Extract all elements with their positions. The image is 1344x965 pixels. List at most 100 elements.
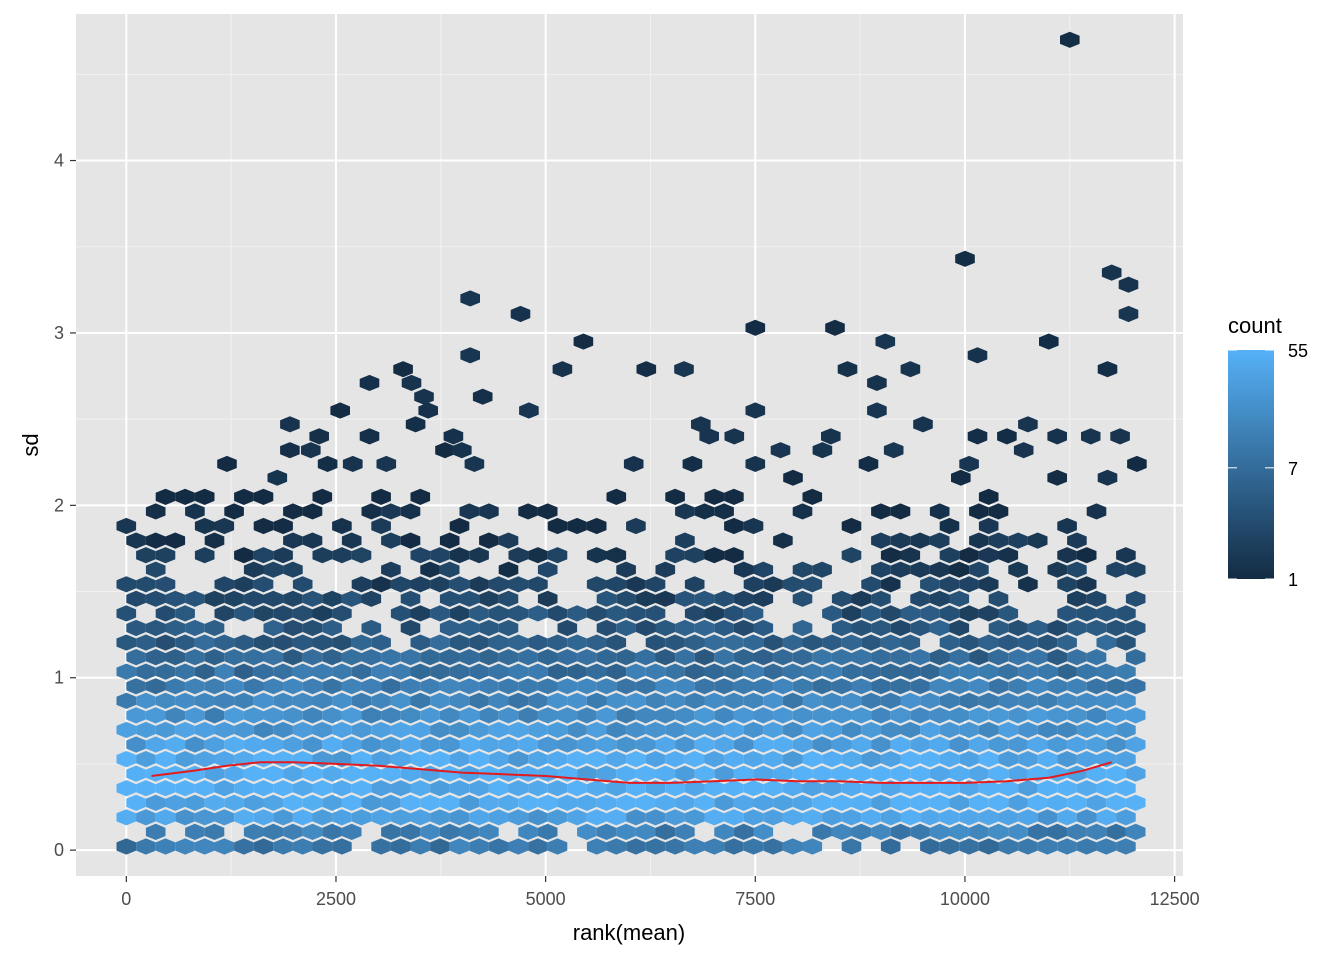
hex-bin [753,561,774,578]
hex-bin [929,765,950,782]
hex-bin [1116,547,1136,564]
hex-bin [1027,823,1048,840]
hex-bin [214,517,235,535]
hex-bin [880,547,901,564]
hex-bin [900,634,921,651]
hex-bin [263,590,284,607]
hex-bin [675,503,695,520]
hex-bin [155,780,176,797]
hex-bin [753,678,774,695]
hex-bin [910,590,930,607]
hex-bin [390,663,411,680]
hex-bin [234,721,254,738]
hex-bin [204,823,225,840]
hex-bin [243,707,264,724]
hex-bin [812,649,832,666]
hex-bin [1057,634,1077,651]
hex-bin [825,319,845,336]
hex-bin [253,576,274,593]
hex-bin [645,605,666,622]
hex-bin [665,634,685,651]
hex-bin [763,663,783,680]
hex-bin [1125,561,1146,578]
hex-bin [694,678,715,695]
hex-bin [567,721,587,738]
hex-bin [724,517,744,535]
hex-bin [684,576,705,593]
hex-bin [851,649,872,666]
hex-bin [694,590,715,607]
hex-bin [635,649,656,666]
hex-bin [518,503,538,520]
hex-bin [998,605,1019,622]
hex-bin [665,692,685,709]
hex-bin [302,649,323,666]
hex-bin [635,794,656,811]
hex-bin [400,707,421,724]
hex-bin [116,809,137,826]
hex-bin [420,794,440,811]
hex-bin [351,692,372,709]
hex-bin [812,678,832,695]
hex-bin [371,488,391,505]
hex-bin [596,649,617,666]
hex-bin [1018,838,1038,855]
hex-bin [469,663,489,680]
hex-bin [537,823,558,840]
hex-bin [452,442,472,459]
hex-bin [812,561,832,578]
y-tick-label: 4 [54,151,64,171]
hex-bin [949,590,970,607]
hex-bin [910,619,930,637]
hex-bin [626,838,646,855]
hex-bin [831,794,852,811]
y-tick-label: 3 [54,323,64,343]
hex-bin [1057,721,1077,738]
hex-bin [875,333,896,350]
hex-bin [361,765,382,782]
hex-bin [635,823,656,840]
hex-bin [430,663,450,680]
hex-bin [635,678,656,695]
hex-bin [929,823,950,840]
hex-bin [655,794,676,811]
hex-bin [194,488,215,505]
hex-bin [1106,736,1126,753]
hex-bin [596,765,617,782]
hex-bin [910,823,930,840]
hex-bin [714,823,734,840]
hex-bin [753,590,774,607]
hex-bin [596,590,617,607]
hex-bin [577,707,597,724]
hex-bin [900,692,921,709]
hex-bin [606,547,627,564]
x-tick-label: 0 [121,889,131,909]
hex-bin [988,823,1009,840]
hex-bin [1096,809,1117,826]
hex-bin [217,455,237,472]
hex-bin [418,402,438,419]
hex-bin [900,809,921,826]
hex-bin [322,678,342,695]
hex-bin [1027,649,1048,666]
hex-bin [871,765,891,782]
x-tick-label: 10000 [940,889,990,909]
hex-bin [675,765,695,782]
hex-bin [1118,276,1139,293]
hex-bin [430,547,450,564]
hex-bin [645,809,666,826]
hex-bin [743,692,764,709]
hex-bin [978,721,999,738]
hex-bin [175,751,195,768]
hex-bin [694,619,715,637]
hex-bin [116,576,137,593]
hex-bin [479,678,499,695]
hex-bin [978,780,999,797]
hex-bin [636,361,657,378]
hex-bin [913,416,933,433]
hex-bin [724,809,744,826]
hex-bin [263,649,284,666]
hex-bin [1086,794,1107,811]
hex-bin [155,721,176,738]
hex-bin [332,517,352,535]
